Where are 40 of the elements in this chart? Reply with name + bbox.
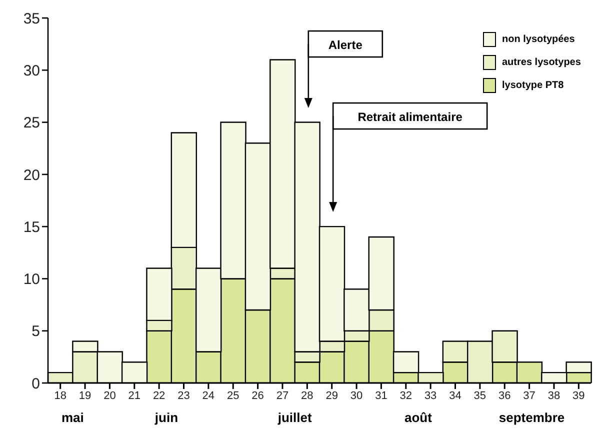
y-tick-label: 0 — [32, 375, 40, 392]
annotation: Alerte — [328, 38, 363, 52]
x-tick-label: 19 — [78, 390, 92, 402]
text: mai — [61, 410, 84, 425]
y-tick-label: 20 — [23, 166, 40, 184]
x-tick-label: 33 — [424, 390, 437, 402]
x-tick-label: 24 — [202, 390, 215, 402]
x-tick-label: 20 — [104, 390, 116, 402]
text: août — [404, 410, 432, 425]
x-tick-label: 26 — [252, 390, 264, 402]
x-tick-label: 32 — [400, 390, 412, 402]
y-tick-label: 15 — [23, 218, 40, 236]
x-tick-label: 37 — [523, 390, 536, 402]
text: juillet — [278, 410, 312, 425]
x-tick-label: 27 — [276, 390, 289, 402]
annotation: Retrait alimentaire — [358, 110, 463, 124]
x-tick-label: 38 — [548, 390, 560, 402]
x-tick-label: 39 — [572, 390, 585, 402]
y-tick-label: 30 — [23, 62, 40, 80]
x-tick-label: 18 — [54, 390, 66, 402]
x-tick-label: 30 — [350, 390, 363, 402]
y-tick-label: 5 — [32, 323, 40, 340]
legend-label: lysotype PT8 — [502, 80, 564, 91]
text: juin — [154, 410, 178, 425]
y-tick-label: 25 — [23, 114, 40, 132]
legend-label: non lysotypées — [502, 34, 575, 45]
legend-label: autres lysotypes — [502, 57, 581, 68]
x-tick-label: 23 — [178, 390, 190, 402]
x-tick-label: 25 — [226, 390, 240, 402]
x-tick-label: 31 — [375, 390, 388, 402]
x-tick-label: 34 — [449, 390, 462, 402]
x-tick-label: 35 — [474, 390, 486, 402]
x-tick-label: 36 — [498, 390, 511, 402]
x-tick-label: 29 — [326, 390, 338, 402]
y-tick-label: 35 — [23, 10, 40, 28]
text: septembre — [498, 410, 565, 425]
y-tick-label: 10 — [23, 271, 40, 288]
x-tick-label: 28 — [301, 390, 314, 402]
x-tick-label: 21 — [128, 390, 141, 402]
x-tick-label: 22 — [152, 390, 166, 402]
